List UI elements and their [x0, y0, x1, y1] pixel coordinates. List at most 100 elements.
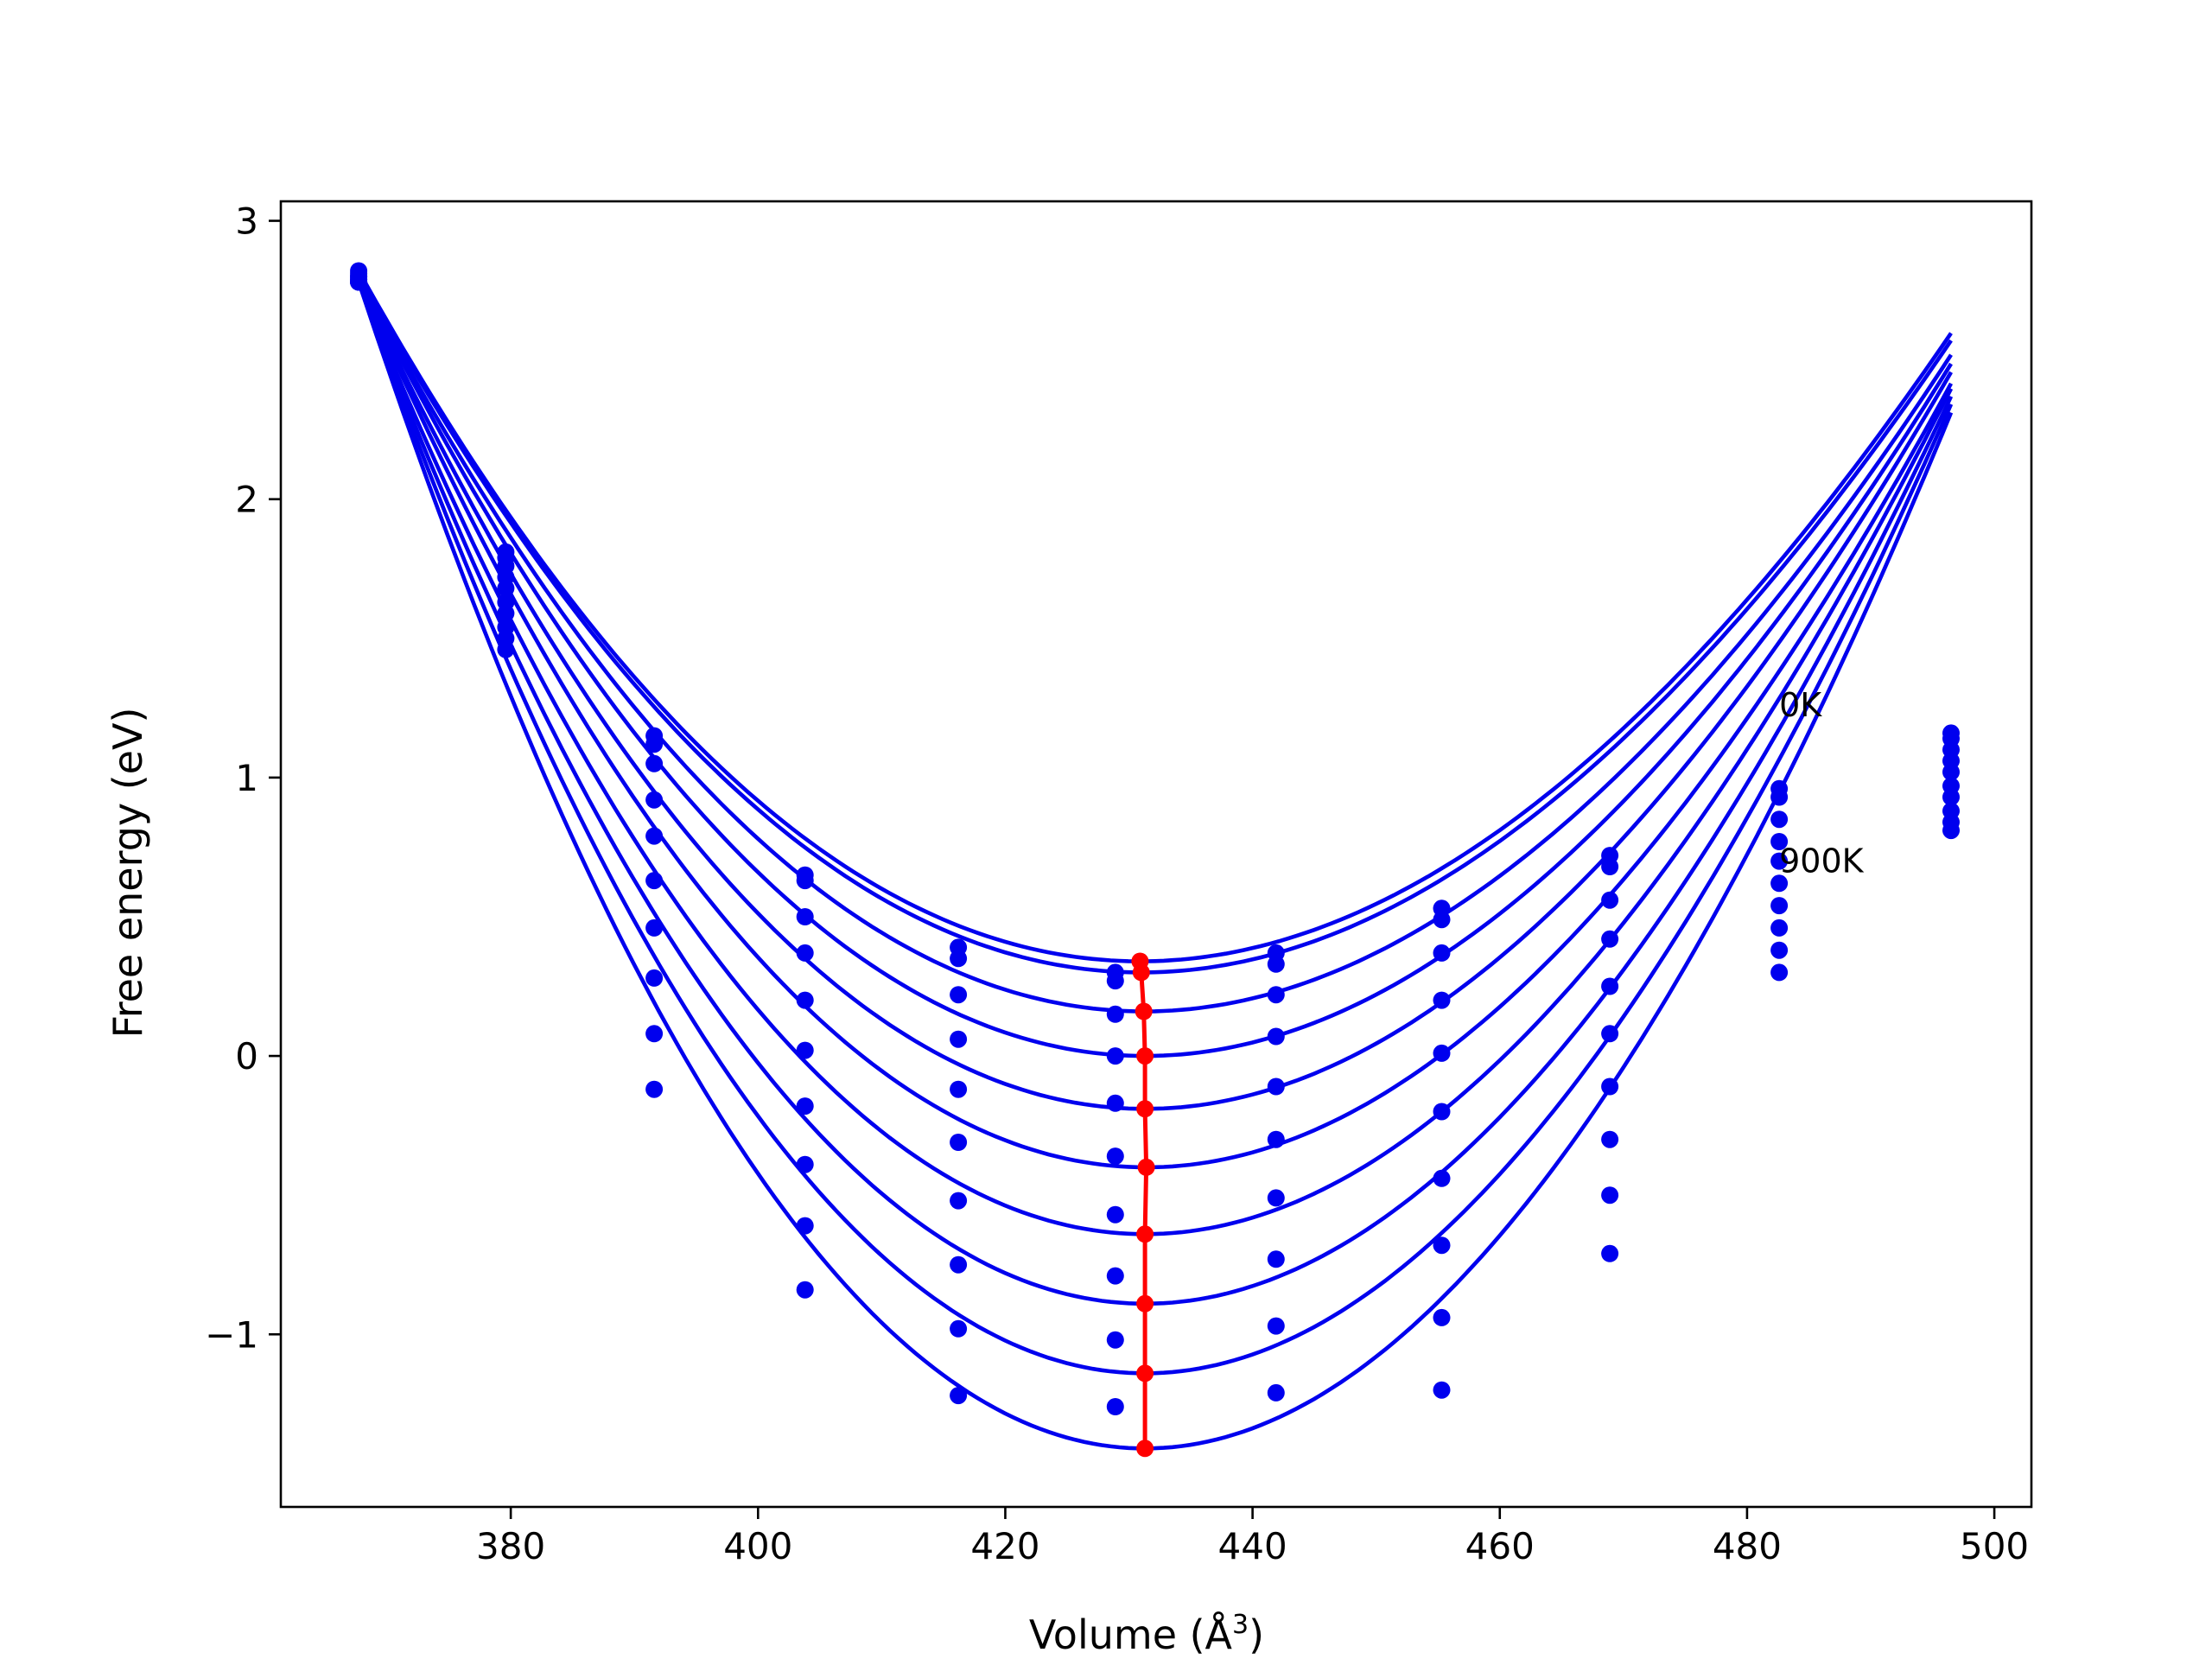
- data-point: [950, 1255, 968, 1274]
- data-point: [497, 604, 515, 622]
- minimum-energy-line: [1137, 961, 1149, 1449]
- data-point: [645, 754, 664, 772]
- data-point: [1106, 972, 1124, 990]
- data-point: [1267, 986, 1285, 1004]
- data-point: [796, 908, 814, 925]
- minimum-point: [1135, 1002, 1153, 1020]
- data-point: [1267, 1189, 1285, 1207]
- data-point: [796, 1217, 814, 1235]
- data-point: [796, 872, 814, 890]
- data-point: [1433, 911, 1451, 929]
- minimum-point: [1136, 1364, 1154, 1382]
- data-point: [796, 1097, 814, 1116]
- data-point: [1433, 991, 1451, 1009]
- data-point: [950, 986, 968, 1004]
- y-tick-label: 0: [235, 1035, 258, 1077]
- data-point: [1106, 1047, 1124, 1065]
- data-point: [645, 791, 664, 809]
- data-point: [950, 1080, 968, 1098]
- data-point: [645, 827, 664, 845]
- y-axis-ticks: −1 0 1 2 3: [205, 200, 281, 1356]
- y-tick-label: 3: [235, 200, 258, 243]
- data-point: [1601, 1077, 1619, 1096]
- data-point: [1433, 1044, 1451, 1062]
- data-point: [1601, 977, 1619, 995]
- minimum-point: [1136, 1440, 1154, 1458]
- data-point: [1433, 1236, 1451, 1255]
- data-point: [1106, 1267, 1124, 1285]
- data-point: [796, 1281, 814, 1299]
- data-point: [1433, 1103, 1451, 1121]
- data-point: [1942, 763, 1960, 781]
- data-point: [950, 1134, 968, 1151]
- data-point: [1433, 1308, 1451, 1326]
- fit-curve-0: [357, 270, 1953, 963]
- data-point: [645, 872, 664, 890]
- minima-line: [1131, 952, 1155, 1458]
- fit-curve-6: [356, 281, 1954, 1236]
- data-point: [796, 1155, 814, 1173]
- data-point: [1433, 1381, 1451, 1399]
- data-point: [1601, 1130, 1619, 1148]
- temperature-label: 0K: [1779, 686, 1822, 724]
- y-tick-label: 2: [235, 479, 258, 521]
- fit-curve-4: [357, 278, 1953, 1111]
- data-point: [1770, 918, 1789, 937]
- fit-curve-7: [356, 281, 1954, 1306]
- data-point: [1106, 1205, 1124, 1224]
- data-point: [1267, 1027, 1285, 1046]
- x-tick-label: 380: [476, 1525, 545, 1567]
- data-point: [1433, 944, 1451, 962]
- data-point: [645, 1080, 664, 1098]
- minimum-point: [1136, 1225, 1154, 1243]
- minimum-point: [1137, 1158, 1155, 1176]
- y-tick-label: −1: [205, 1313, 258, 1356]
- data-point: [1770, 897, 1789, 915]
- data-point: [1942, 822, 1960, 840]
- data-point: [1106, 1094, 1124, 1112]
- data-point: [950, 1192, 968, 1210]
- data-point: [1942, 788, 1960, 806]
- data-point: [796, 944, 814, 962]
- fit-curve-8: [356, 281, 1954, 1376]
- data-points: [350, 262, 1960, 1415]
- fit-curve-9: [356, 281, 1954, 1451]
- minimum-point: [1136, 1294, 1154, 1313]
- x-tick-label: 460: [1465, 1525, 1535, 1567]
- data-point: [950, 950, 968, 968]
- data-point: [1770, 833, 1789, 850]
- data-point: [645, 969, 664, 987]
- data-point: [1106, 1398, 1124, 1415]
- plot-frame: [279, 200, 2033, 1509]
- data-point: [1770, 852, 1789, 870]
- x-tick-label: 400: [723, 1525, 792, 1567]
- data-point: [1267, 1130, 1285, 1148]
- data-point: [1770, 788, 1789, 806]
- data-point: [1267, 1383, 1285, 1402]
- data-point: [1601, 1186, 1619, 1205]
- fit-curves: [356, 270, 1954, 1451]
- data-point: [950, 1030, 968, 1048]
- fit-curve-3: [357, 275, 1953, 1058]
- data-point: [497, 579, 515, 597]
- data-point: [1267, 1250, 1285, 1268]
- data-point: [1267, 1077, 1285, 1096]
- data-point: [645, 1025, 664, 1043]
- minimum-point: [1132, 963, 1150, 982]
- data-point: [1601, 1244, 1619, 1262]
- data-point: [1770, 874, 1789, 893]
- temperature-label: 900K: [1779, 842, 1865, 880]
- data-point: [645, 918, 664, 937]
- data-point: [1601, 891, 1619, 909]
- temperature-annotations: 0K 900K: [1779, 686, 1865, 880]
- data-point: [497, 640, 515, 658]
- data-point: [1106, 1147, 1124, 1166]
- data-point: [1106, 1005, 1124, 1023]
- fit-curve-2: [357, 275, 1953, 1014]
- y-axis-title: Free energy (eV): [105, 708, 151, 1039]
- x-tick-label: 440: [1218, 1525, 1287, 1567]
- x-axis-ticks: 380 400 420 440 460 480 500: [476, 1507, 2029, 1567]
- minimum-point: [1136, 1047, 1154, 1065]
- x-tick-label: 420: [970, 1525, 1039, 1567]
